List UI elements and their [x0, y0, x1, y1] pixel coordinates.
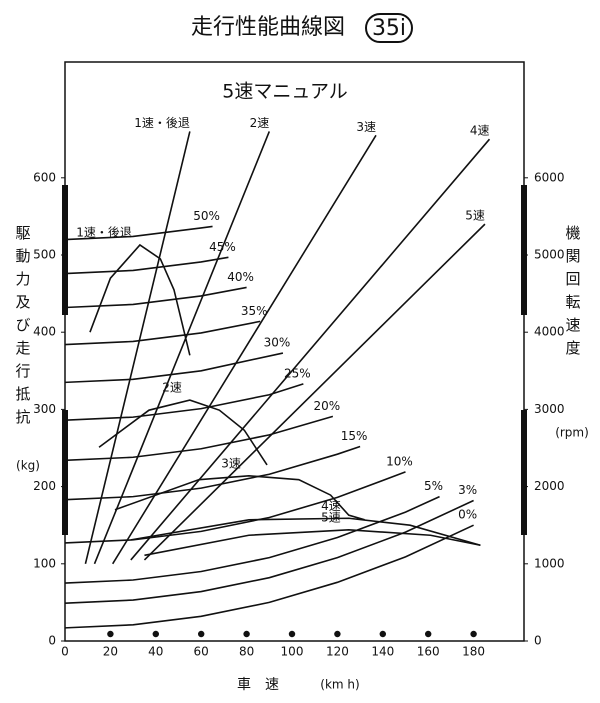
- axis-bar: [521, 410, 527, 535]
- y2-tick-label: 6000: [534, 170, 565, 184]
- x-tick-label: 60: [194, 645, 209, 659]
- gear-speed-line: [143, 223, 486, 561]
- y-tick-label: 600: [33, 170, 56, 184]
- y-axis-label: 駆動力及び走行抵抗: [14, 225, 32, 432]
- driving-force-curve: [89, 243, 191, 356]
- y-axis-unit: (kg): [16, 459, 40, 473]
- driving-force-curve: [130, 517, 481, 547]
- x-axis-label: 車 速: [237, 676, 279, 693]
- driving-force-curve-label: 5速: [321, 510, 341, 524]
- resistance-curve-label: 15%: [341, 429, 368, 443]
- y-tick-label: 200: [33, 479, 56, 493]
- y-tick-label: 0: [48, 634, 56, 648]
- gear-speed-line: [84, 131, 191, 564]
- axis-bar: [62, 185, 68, 315]
- gear-speed-line-label: 1速・後退: [134, 116, 190, 130]
- driving-force-curve: [144, 529, 481, 557]
- x-tick-dot: [152, 630, 159, 638]
- y-tick-label: 300: [33, 402, 56, 416]
- y-tick-label: 400: [33, 325, 56, 339]
- resistance-curve: [64, 320, 261, 346]
- y-tick-label: 100: [33, 556, 56, 570]
- subtitle: 5速マニュアル: [222, 81, 348, 103]
- driving-force-curve-label: 2速: [162, 381, 182, 395]
- driving-force-curve-label: 4速: [321, 499, 341, 513]
- resistance-curve-label: 20%: [314, 399, 341, 413]
- badge: 35i: [372, 16, 406, 41]
- resistance-curve: [64, 471, 406, 544]
- driving-force-curve-label: 1速・後退: [76, 225, 132, 239]
- axis-bar: [521, 185, 527, 315]
- x-axis-unit: (km h): [320, 678, 359, 692]
- resistance-curve-label: 5%: [424, 479, 443, 493]
- x-tick-dot: [470, 630, 477, 638]
- gear-speed-line: [111, 134, 377, 565]
- resistance-curve: [64, 495, 440, 584]
- resistance-curve-label: 25%: [284, 366, 311, 380]
- axis-bar: [62, 410, 68, 535]
- resistance-curve-label: 40%: [227, 270, 254, 284]
- x-tick-dot: [425, 630, 432, 638]
- x-tick-dot: [288, 630, 296, 638]
- chart-title: 走行性能曲線図: [191, 15, 345, 40]
- x-tick-label: 180: [462, 645, 485, 659]
- resistance-curve-label: 30%: [264, 336, 291, 350]
- gear-speed-line: [93, 131, 271, 565]
- y2-tick-label: 4000: [534, 325, 565, 339]
- y2-tick-label: 0: [534, 634, 542, 648]
- gear-speed-line-label: 3速: [356, 120, 376, 134]
- resistance-curve: [64, 256, 229, 275]
- x-tick-label: 160: [417, 645, 440, 659]
- gear-speed-line-label: 5速: [465, 209, 485, 223]
- resistance-curve-label: 50%: [193, 209, 220, 223]
- resistance-curve: [64, 499, 474, 604]
- resistance-curve-label: 10%: [386, 454, 413, 468]
- badge-frame: [365, 13, 413, 43]
- x-tick-label: 140: [371, 645, 394, 659]
- x-tick-label: 120: [326, 645, 349, 659]
- x-tick-label: 80: [239, 645, 254, 659]
- y2-axis-unit: (rpm): [555, 426, 589, 440]
- x-tick-label: 0: [61, 645, 69, 659]
- driving-force-curve-label: 3速: [221, 456, 241, 470]
- driving-force-curve: [98, 399, 268, 466]
- y2-tick-label: 3000: [534, 402, 565, 416]
- gear-speed-line-label: 4速: [470, 124, 490, 138]
- resistance-curve-label: 3%: [458, 483, 477, 497]
- x-tick-dot: [107, 630, 114, 638]
- resistance-curve: [64, 225, 213, 241]
- resistance-curve-label: 0%: [458, 508, 477, 522]
- x-tick-label: 40: [148, 645, 163, 659]
- resistance-curve: [64, 383, 304, 422]
- x-tick-dot: [379, 630, 386, 638]
- x-tick-dot: [334, 630, 341, 638]
- y2-axis-label: 機関回転速度: [564, 225, 582, 363]
- resistance-curve: [64, 524, 474, 629]
- x-tick-dot: [243, 630, 250, 638]
- plot-frame: [64, 61, 525, 642]
- resistance-curve-label: 35%: [241, 304, 268, 318]
- gear-speed-line-label: 2速: [250, 116, 270, 130]
- gear-speed-line: [130, 138, 491, 561]
- resistance-curve: [64, 352, 284, 384]
- y2-tick-label: 5000: [534, 248, 565, 262]
- y-tick-label: 500: [33, 248, 56, 262]
- x-tick-label: 20: [103, 645, 118, 659]
- resistance-curve: [64, 286, 247, 309]
- y2-tick-label: 1000: [534, 556, 565, 570]
- y2-tick-label: 2000: [534, 479, 565, 493]
- driving-force-curve: [114, 474, 365, 521]
- x-tick-dot: [198, 630, 205, 638]
- x-tick-label: 100: [281, 645, 304, 659]
